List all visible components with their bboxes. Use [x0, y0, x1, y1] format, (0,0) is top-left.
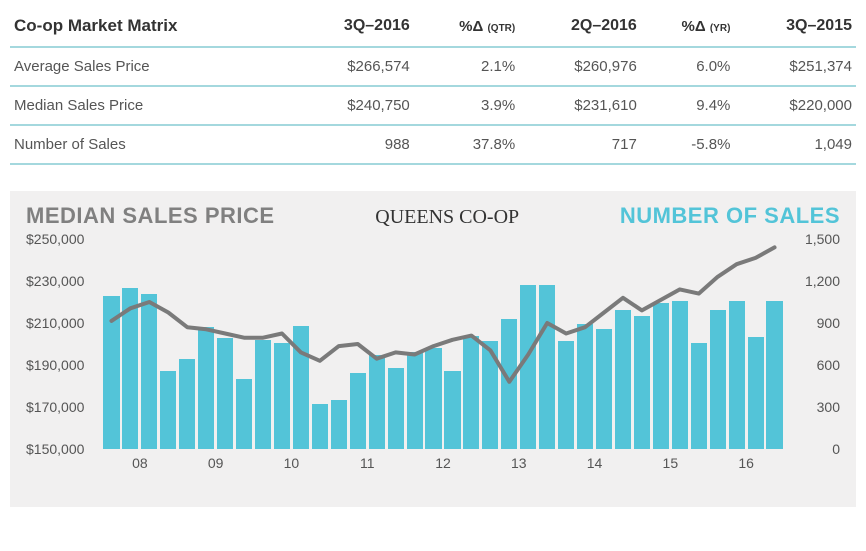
table-cell: Median Sales Price: [10, 86, 292, 125]
table-cell: 1,049: [734, 125, 856, 164]
table-cell: $260,976: [519, 47, 641, 86]
table-row: Median Sales Price$240,7503.9%$231,6109.…: [10, 86, 856, 125]
table-cell: 37.8%: [414, 125, 519, 164]
table-cell: Average Sales Price: [10, 47, 292, 86]
x-tick-label: 09: [208, 455, 224, 471]
median-price-line: [111, 247, 774, 381]
y1-tick-label: $230,000: [26, 273, 84, 289]
x-tick-label: 13: [511, 455, 527, 471]
x-tick-label: 12: [435, 455, 451, 471]
data-table: Co-op Market Matrix 3Q–2016 %Δ (QTR) 2Q–…: [10, 6, 856, 165]
table-title: Co-op Market Matrix: [10, 6, 292, 47]
table-cell: 6.0%: [641, 47, 735, 86]
x-tick-label: 08: [132, 455, 148, 471]
y2-tick-label: 900: [817, 315, 840, 331]
table-cell: -5.8%: [641, 125, 735, 164]
chart-container: MEDIAN SALES PRICE QUEENS CO-OP NUMBER O…: [10, 191, 856, 507]
chart-plot: $150,000 $170,000 $190,000 $210,000 $230,000…: [26, 239, 840, 499]
y1-tick-label: $170,000: [26, 399, 84, 415]
col-5: 3Q–2015: [734, 6, 856, 47]
y-axis-left: $150,000$170,000$190,000$210,000$230,000…: [26, 239, 96, 449]
col-2: %Δ (QTR): [414, 6, 519, 47]
chart-header: MEDIAN SALES PRICE QUEENS CO-OP NUMBER O…: [26, 203, 840, 229]
table-cell: 9.4%: [641, 86, 735, 125]
table-cell: $220,000: [734, 86, 856, 125]
col-1: 3Q–2016: [292, 6, 414, 47]
table-cell: $251,374: [734, 47, 856, 86]
table-cell: $266,574: [292, 47, 414, 86]
table-cell: 3.9%: [414, 86, 519, 125]
y1-tick-label: $250,000: [26, 231, 84, 247]
x-tick-label: 14: [587, 455, 603, 471]
chart-left-title: MEDIAN SALES PRICE: [26, 203, 275, 229]
market-matrix-table: Co-op Market Matrix 3Q–2016 %Δ (QTR) 2Q–…: [0, 0, 866, 183]
table-cell: $231,610: [519, 86, 641, 125]
chart-center-title: QUEENS CO-OP: [375, 206, 519, 229]
table-cell: Number of Sales: [10, 125, 292, 164]
y1-tick-label: $190,000: [26, 357, 84, 373]
x-axis: 08 09 10 11 12 13 14 15 16: [102, 455, 784, 479]
y2-tick-label: 0: [832, 441, 840, 457]
table-header-row: Co-op Market Matrix 3Q–2016 %Δ (QTR) 2Q–…: [10, 6, 856, 47]
y2-tick-label: 600: [817, 357, 840, 373]
y2-tick-label: 1,200: [805, 273, 840, 289]
chart-right-title: NUMBER OF SALES: [620, 203, 840, 229]
table-row: Number of Sales98837.8%717-5.8%1,049: [10, 125, 856, 164]
line-overlay: [102, 239, 784, 449]
x-tick-label: 15: [663, 455, 679, 471]
y2-tick-label: 1,500: [805, 231, 840, 247]
col-4: %Δ (YR): [641, 6, 735, 47]
table-row: Average Sales Price$266,5742.1%$260,9766…: [10, 47, 856, 86]
y1-tick-label: $210,000: [26, 315, 84, 331]
table-cell: 2.1%: [414, 47, 519, 86]
y-axis-right: 03006009001,2001,500: [788, 239, 840, 449]
y1-tick-label: $150,000: [26, 441, 84, 457]
table-cell: $240,750: [292, 86, 414, 125]
y2-tick-label: 300: [817, 399, 840, 415]
x-tick-label: 16: [738, 455, 754, 471]
col-3: 2Q–2016: [519, 6, 641, 47]
table-cell: 717: [519, 125, 641, 164]
x-tick-label: 10: [284, 455, 300, 471]
x-tick-label: 11: [360, 455, 375, 471]
table-cell: 988: [292, 125, 414, 164]
